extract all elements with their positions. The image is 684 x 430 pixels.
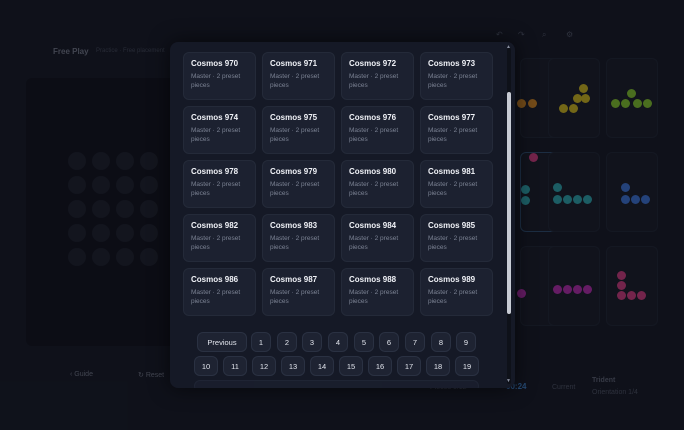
page-button[interactable]: 8 xyxy=(431,332,451,352)
timer: 00:24 xyxy=(506,382,527,391)
page-button[interactable]: 14 xyxy=(310,356,334,376)
puzzle-card[interactable]: Cosmos 979 Master · 2 preset pieces xyxy=(262,160,335,208)
page-title: Free Play xyxy=(53,47,89,56)
page-button[interactable]: 13 xyxy=(281,356,305,376)
reset-button[interactable]: ↻ Reset xyxy=(138,372,165,379)
piece-card[interactable] xyxy=(606,246,658,326)
scroll-down-icon[interactable]: ▼ xyxy=(506,378,511,384)
page-button[interactable]: 10 xyxy=(194,356,218,376)
piece-card[interactable] xyxy=(606,152,658,232)
puzzle-card[interactable]: Cosmos 989 Master · 2 preset pieces xyxy=(420,268,493,316)
puzzle-card[interactable]: Cosmos 983 Master · 2 preset pieces xyxy=(262,214,335,262)
page-button[interactable]: 2 xyxy=(277,332,297,352)
page-button[interactable]: 11 xyxy=(223,356,247,376)
page-buttons-overflow-row[interactable] xyxy=(194,380,479,388)
modal-scrollbar[interactable] xyxy=(507,48,511,384)
page-button[interactable]: 5 xyxy=(354,332,374,352)
orientation: Orientation 1/4 xyxy=(592,389,638,396)
settings-icon[interactable]: ⚙ xyxy=(566,30,574,39)
page-button[interactable]: 18 xyxy=(426,356,450,376)
puzzle-card[interactable]: Cosmos 975 Master · 2 preset pieces xyxy=(262,106,335,154)
current-piece: Trident xyxy=(592,377,616,384)
redo-icon[interactable]: ↷ xyxy=(518,30,525,39)
puzzle-card[interactable]: Cosmos 980 Master · 2 preset pieces xyxy=(341,160,414,208)
page-button[interactable]: 17 xyxy=(397,356,421,376)
piece-card[interactable] xyxy=(606,58,658,138)
puzzle-card[interactable]: Cosmos 977 Master · 2 preset pieces xyxy=(420,106,493,154)
puzzle-card[interactable]: Cosmos 976 Master · 2 preset pieces xyxy=(341,106,414,154)
page-button[interactable]: 1 xyxy=(251,332,271,352)
puzzle-card[interactable]: Cosmos 988 Master · 2 preset pieces xyxy=(341,268,414,316)
zoom-icon[interactable]: ⌕ xyxy=(542,30,547,39)
page-button[interactable]: 12 xyxy=(252,356,276,376)
puzzle-card[interactable]: Cosmos 984 Master · 2 preset pieces xyxy=(341,214,414,262)
piece-card[interactable] xyxy=(548,152,600,232)
page-button[interactable]: 7 xyxy=(405,332,425,352)
page-button[interactable]: 16 xyxy=(368,356,392,376)
page-button[interactable]: 3 xyxy=(302,332,322,352)
puzzle-card[interactable]: Cosmos 971 Master · 2 preset pieces xyxy=(262,52,335,100)
page-button[interactable]: 9 xyxy=(456,332,476,352)
page-button[interactable]: 4 xyxy=(328,332,348,352)
guide-button[interactable]: ‹ Guide xyxy=(70,371,93,378)
game-board[interactable] xyxy=(26,78,176,346)
puzzle-card[interactable]: Cosmos 985 Master · 2 preset pieces xyxy=(420,214,493,262)
scroll-up-icon[interactable]: ▲ xyxy=(506,44,511,50)
previous-page-button[interactable]: Previous xyxy=(197,332,247,352)
page-subtitle: Practice · Free placement xyxy=(96,48,165,54)
puzzle-card[interactable]: Cosmos 978 Master · 2 preset pieces xyxy=(183,160,256,208)
page-button[interactable]: 15 xyxy=(339,356,363,376)
puzzle-card[interactable]: Cosmos 972 Master · 2 preset pieces xyxy=(341,52,414,100)
puzzle-card[interactable]: Cosmos 973 Master · 2 preset pieces xyxy=(420,52,493,100)
puzzle-card[interactable]: Cosmos 981 Master · 2 preset pieces xyxy=(420,160,493,208)
puzzle-card[interactable]: Cosmos 986 Master · 2 preset pieces xyxy=(183,268,256,316)
piece-card[interactable] xyxy=(548,58,600,138)
puzzle-card[interactable]: Cosmos 987 Master · 2 preset pieces xyxy=(262,268,335,316)
page-button[interactable]: 19 xyxy=(455,356,479,376)
puzzle-card[interactable]: Cosmos 982 Master · 2 preset pieces xyxy=(183,214,256,262)
piece-card[interactable] xyxy=(548,246,600,326)
current-label: Current xyxy=(552,384,576,391)
puzzle-card[interactable]: Cosmos 974 Master · 2 preset pieces xyxy=(183,106,256,154)
scrollbar-thumb[interactable] xyxy=(507,92,511,314)
page-button[interactable]: 6 xyxy=(379,332,399,352)
puzzle-card[interactable]: Cosmos 970 Master · 2 preset pieces xyxy=(183,52,256,100)
puzzle-picker-modal: Cosmos 970 Master · 2 preset pieces Cosmo… xyxy=(170,42,515,388)
undo-icon[interactable]: ↶ xyxy=(496,30,503,39)
